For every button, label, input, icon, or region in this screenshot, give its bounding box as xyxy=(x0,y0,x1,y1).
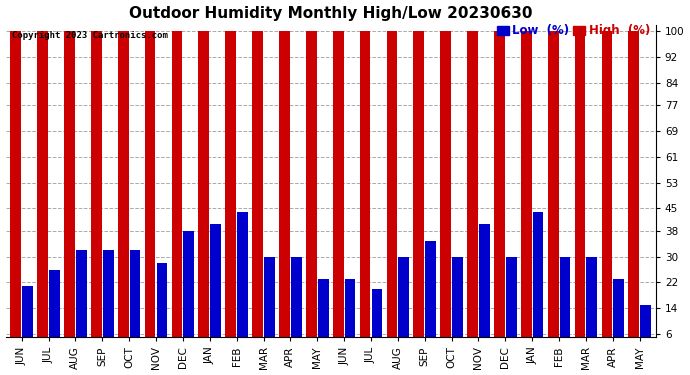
Bar xyxy=(333,31,344,353)
Bar xyxy=(359,31,371,353)
Bar xyxy=(237,211,248,353)
Bar xyxy=(130,250,141,353)
Text: Copyright 2023 Cartronics.com: Copyright 2023 Cartronics.com xyxy=(12,31,168,40)
Bar xyxy=(533,211,544,353)
Bar xyxy=(344,279,355,353)
Bar xyxy=(506,256,517,353)
Bar xyxy=(306,31,317,353)
Bar xyxy=(172,31,182,353)
Bar xyxy=(386,31,397,353)
Bar xyxy=(145,31,155,353)
Legend: Low  (%), High  (%): Low (%), High (%) xyxy=(497,24,650,37)
Bar xyxy=(613,279,624,353)
Bar xyxy=(264,256,275,353)
Bar xyxy=(253,31,263,353)
Bar xyxy=(118,31,128,353)
Bar xyxy=(184,231,194,353)
Bar xyxy=(157,263,167,353)
Bar xyxy=(440,31,451,353)
Bar xyxy=(467,31,478,353)
Bar xyxy=(37,31,48,353)
Bar xyxy=(586,256,598,353)
Bar xyxy=(452,256,463,353)
Bar xyxy=(91,31,101,353)
Bar xyxy=(49,270,60,353)
Bar xyxy=(10,31,21,353)
Bar xyxy=(291,256,302,353)
Bar xyxy=(398,256,409,353)
Bar xyxy=(640,305,651,353)
Bar xyxy=(494,31,505,353)
Bar xyxy=(64,31,75,353)
Bar xyxy=(479,224,490,353)
Bar xyxy=(602,31,612,353)
Bar xyxy=(548,31,558,353)
Bar xyxy=(371,289,382,353)
Bar xyxy=(22,286,33,353)
Title: Outdoor Humidity Monthly High/Low 20230630: Outdoor Humidity Monthly High/Low 202306… xyxy=(129,6,533,21)
Bar xyxy=(629,31,639,353)
Bar xyxy=(226,31,236,353)
Bar xyxy=(103,250,114,353)
Bar xyxy=(199,31,209,353)
Bar xyxy=(318,279,328,353)
Bar xyxy=(76,250,87,353)
Bar xyxy=(575,31,585,353)
Bar xyxy=(279,31,290,353)
Bar xyxy=(560,256,571,353)
Bar xyxy=(413,31,424,353)
Bar xyxy=(210,224,221,353)
Bar xyxy=(425,240,436,353)
Bar xyxy=(521,31,532,353)
